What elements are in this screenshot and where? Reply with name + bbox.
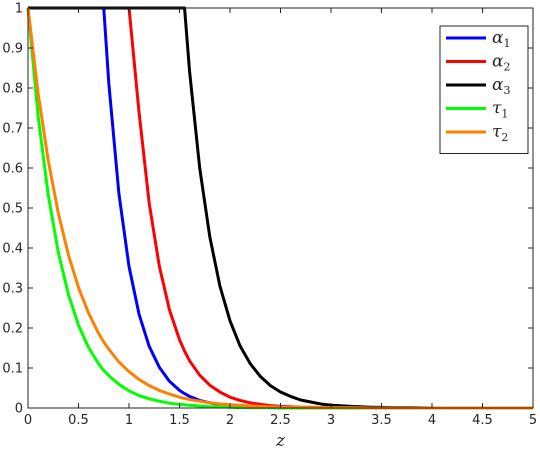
legend-symbol: α <box>492 52 504 72</box>
legend-symbol: α <box>492 28 504 48</box>
legend-label: α1 <box>492 28 510 50</box>
legend-subscript: 1 <box>503 37 510 50</box>
legend-label: α2 <box>492 52 510 74</box>
x-tick-label: 4 <box>428 413 436 428</box>
x-tick-label: 2.5 <box>270 413 291 428</box>
legend-subscript: 2 <box>503 61 510 74</box>
legend-item: α2 <box>446 52 510 74</box>
y-tick-label: 0.6 <box>2 162 23 177</box>
legend-subscript: 3 <box>503 84 510 97</box>
legend-box <box>439 25 529 154</box>
y-tick-label: 0.1 <box>2 362 23 377</box>
legend-symbol: τ <box>492 99 502 119</box>
x-axis-label: z <box>275 431 286 451</box>
y-tick-label: 0.4 <box>2 242 23 257</box>
x-tick-label: 5 <box>529 413 537 428</box>
x-tick-label: 2 <box>226 413 234 428</box>
y-tick-label: 0.3 <box>2 282 23 297</box>
legend-item: τ2 <box>446 122 508 144</box>
y-tick-label: 0.7 <box>2 122 23 137</box>
legend-item: τ1 <box>446 99 508 121</box>
legend-label: τ2 <box>492 122 508 144</box>
y-axis-ticks: 0 0.1 0.2 0.3 0.4 0.5 0.6 0.7 0.8 0.9 1 <box>2 2 533 417</box>
y-tick-label: 0.5 <box>2 202 23 217</box>
legend-item: α1 <box>446 28 510 50</box>
legend-symbol: α <box>492 75 504 95</box>
y-tick-label: 0 <box>15 402 23 417</box>
legend-label: τ1 <box>492 99 508 121</box>
x-tick-label: 3.5 <box>371 413 392 428</box>
x-axis-ticks: 0 0.5 1 1.5 2 2.5 3 3.5 4 4.5 5 <box>24 8 537 428</box>
x-tick-label: 0 <box>24 413 32 428</box>
x-tick-label: 1 <box>125 413 133 428</box>
x-tick-label: 0.5 <box>68 413 89 428</box>
legend-label: α3 <box>492 75 510 97</box>
y-tick-label: 0.8 <box>2 82 23 97</box>
y-tick-label: 1 <box>15 2 23 17</box>
legend-subscript: 2 <box>501 131 508 144</box>
y-tick-label: 0.2 <box>2 322 23 337</box>
y-tick-label: 0.9 <box>2 42 23 57</box>
x-tick-label: 3 <box>327 413 335 428</box>
x-tick-label: 4.5 <box>472 413 493 428</box>
legend-symbol: τ <box>492 122 502 142</box>
legend-subscript: 1 <box>501 108 508 121</box>
x-tick-label: 1.5 <box>169 413 190 428</box>
legend-item: α3 <box>446 75 510 97</box>
